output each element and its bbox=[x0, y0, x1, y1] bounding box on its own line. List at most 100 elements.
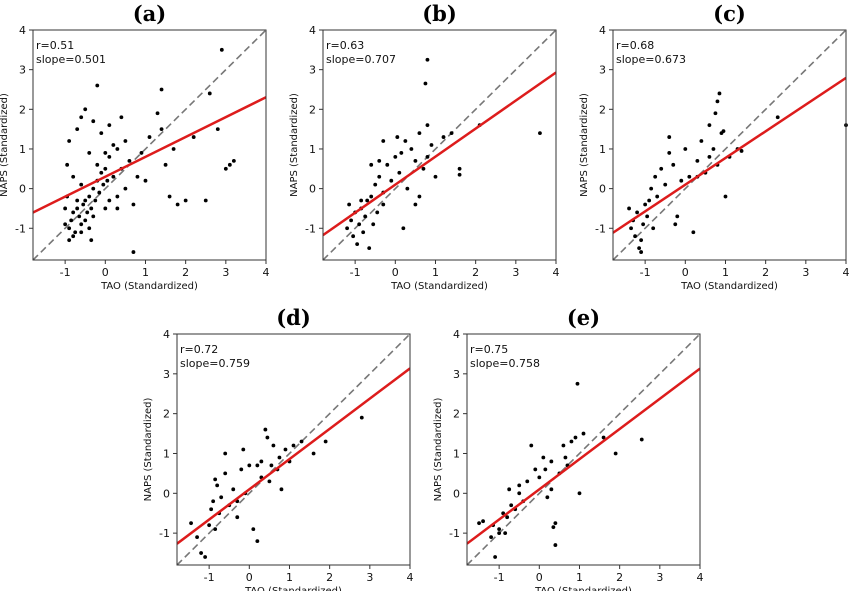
y-tick-label: -1 bbox=[159, 527, 170, 540]
data-point bbox=[111, 143, 116, 147]
data-point bbox=[695, 158, 700, 163]
data-point bbox=[87, 151, 92, 155]
y-axis-label: NAPS (Standardized) bbox=[143, 398, 154, 502]
data-point bbox=[367, 246, 372, 251]
data-point bbox=[241, 447, 246, 452]
x-tick-label: 4 bbox=[697, 571, 704, 584]
data-point bbox=[577, 491, 582, 496]
data-point bbox=[423, 81, 428, 86]
y-tick-label: 2 bbox=[453, 408, 460, 421]
data-point bbox=[103, 166, 108, 171]
data-point bbox=[159, 87, 164, 92]
x-tick-label: 3 bbox=[656, 571, 663, 584]
plot-frame bbox=[176, 333, 411, 566]
data-point bbox=[91, 214, 96, 219]
data-point bbox=[403, 139, 408, 143]
data-point bbox=[255, 463, 260, 468]
data-point bbox=[349, 218, 354, 223]
x-axis-label: TAO (Standardized) bbox=[390, 281, 488, 292]
data-point bbox=[537, 475, 542, 480]
data-point bbox=[635, 210, 640, 215]
regression-line bbox=[33, 96, 266, 214]
data-point bbox=[739, 149, 744, 153]
data-point bbox=[659, 166, 664, 171]
y-axis-label: NAPS (Standardized) bbox=[0, 93, 10, 197]
x-tick-label: 1 bbox=[722, 266, 729, 279]
data-point bbox=[277, 455, 282, 460]
data-point bbox=[131, 202, 136, 207]
regression-line bbox=[323, 71, 556, 237]
data-point bbox=[441, 135, 446, 139]
x-tick-label: 3 bbox=[366, 571, 373, 584]
data-point bbox=[77, 214, 82, 219]
data-point bbox=[347, 202, 352, 207]
data-point bbox=[91, 119, 96, 124]
data-point bbox=[143, 178, 148, 183]
panel-4: (e) -1 0 1 2 3 4 -1 0 1 2 3 4 TAO (Standardized) NAPS … bbox=[433, 305, 704, 591]
data-point bbox=[691, 230, 696, 235]
x-axis-label: TAO (Standardized) bbox=[680, 281, 778, 292]
data-point bbox=[361, 230, 366, 235]
data-point bbox=[171, 147, 176, 151]
data-point bbox=[549, 459, 554, 464]
data-point bbox=[111, 174, 116, 179]
data-point bbox=[159, 127, 164, 132]
y-tick-label: -1 bbox=[595, 222, 606, 235]
correlation-label: r=0.72 bbox=[180, 343, 218, 356]
x-tick-label: 1 bbox=[286, 571, 293, 584]
data-point bbox=[355, 242, 360, 247]
x-tick-label: 3 bbox=[512, 266, 519, 279]
data-point bbox=[79, 222, 84, 227]
x-tick-label: 3 bbox=[222, 266, 229, 279]
data-point bbox=[563, 455, 568, 460]
x-tick-label: 2 bbox=[762, 266, 769, 279]
data-point bbox=[393, 154, 398, 159]
data-point bbox=[207, 523, 212, 528]
correlation-label: r=0.75 bbox=[470, 343, 508, 356]
panel-title: (a) bbox=[133, 1, 166, 26]
data-point bbox=[429, 143, 434, 147]
data-point bbox=[675, 214, 680, 219]
y-tick-label: -1 bbox=[15, 222, 26, 235]
data-point bbox=[457, 166, 462, 171]
data-point bbox=[575, 381, 580, 386]
data-point bbox=[541, 455, 546, 460]
y-tick-label: 3 bbox=[163, 368, 170, 381]
x-tick-label: 4 bbox=[263, 266, 270, 279]
data-point bbox=[721, 129, 726, 134]
y-axis-label: NAPS (Standardized) bbox=[433, 398, 444, 502]
data-point bbox=[517, 491, 522, 496]
data-point bbox=[401, 226, 406, 231]
data-point bbox=[405, 186, 410, 191]
data-point bbox=[561, 443, 566, 448]
data-point bbox=[107, 198, 112, 203]
data-point bbox=[207, 91, 212, 96]
data-point bbox=[641, 222, 646, 227]
slope-label: slope=0.707 bbox=[326, 53, 396, 66]
data-point bbox=[115, 206, 120, 211]
data-point bbox=[213, 477, 218, 482]
data-point bbox=[123, 186, 128, 191]
data-point bbox=[97, 190, 102, 195]
data-point bbox=[449, 131, 454, 136]
data-point bbox=[381, 139, 386, 143]
data-point bbox=[505, 515, 510, 520]
panel-title: (e) bbox=[567, 305, 600, 330]
panel-0: (a) -1 0 1 2 3 4 -1 0 1 2 3 4 TAO (Standardized) NAPS … bbox=[0, 1, 270, 292]
data-point bbox=[203, 555, 208, 559]
data-point bbox=[71, 210, 76, 215]
x-tick-label: 4 bbox=[843, 266, 850, 279]
y-tick-label: 3 bbox=[19, 64, 26, 77]
data-point bbox=[223, 166, 228, 171]
data-point bbox=[299, 439, 304, 444]
data-point bbox=[389, 178, 394, 183]
y-tick-label: 2 bbox=[599, 103, 606, 116]
data-point bbox=[533, 467, 538, 472]
data-point bbox=[667, 151, 672, 155]
data-point bbox=[613, 451, 618, 456]
data-point bbox=[279, 487, 284, 492]
regression-line bbox=[613, 76, 846, 234]
data-point bbox=[425, 57, 430, 62]
data-point bbox=[377, 158, 382, 163]
